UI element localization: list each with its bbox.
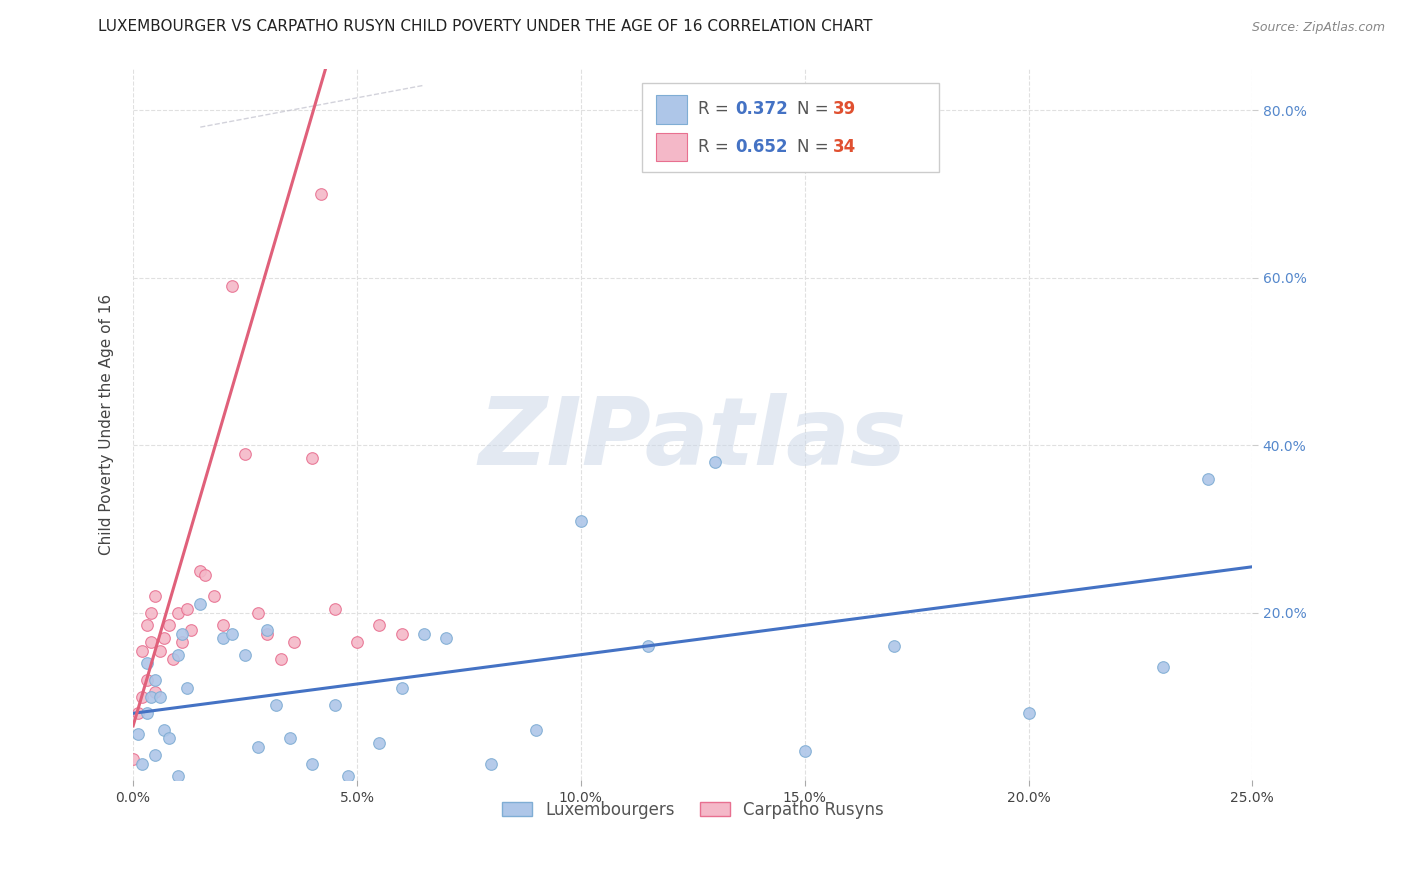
Point xyxy=(1197,472,1219,486)
Point xyxy=(211,618,233,632)
Point xyxy=(301,756,323,771)
Point xyxy=(368,618,391,632)
Point xyxy=(233,447,256,461)
Point xyxy=(524,723,547,737)
Point xyxy=(139,635,162,649)
Point xyxy=(172,635,194,649)
Text: N =: N = xyxy=(797,138,834,156)
Point xyxy=(145,748,167,763)
Point xyxy=(413,626,436,640)
Point xyxy=(131,690,153,704)
Point xyxy=(211,631,233,645)
Point xyxy=(278,731,301,746)
Point xyxy=(793,744,815,758)
Point xyxy=(139,690,162,704)
Point xyxy=(167,769,190,783)
Point xyxy=(569,514,592,528)
Point xyxy=(153,723,176,737)
Point xyxy=(176,681,198,696)
Point xyxy=(368,736,391,750)
Point xyxy=(202,589,225,603)
Text: LUXEMBOURGER VS CARPATHO RUSYN CHILD POVERTY UNDER THE AGE OF 16 CORRELATION CHA: LUXEMBOURGER VS CARPATHO RUSYN CHILD POV… xyxy=(98,20,873,34)
Point xyxy=(153,631,176,645)
Point xyxy=(704,455,727,469)
Point xyxy=(883,640,905,654)
Point xyxy=(131,756,153,771)
Text: 39: 39 xyxy=(832,101,856,119)
Point xyxy=(131,643,153,657)
FancyBboxPatch shape xyxy=(643,83,939,172)
Point xyxy=(188,564,211,578)
Point xyxy=(247,606,270,620)
Point xyxy=(167,648,190,662)
Point xyxy=(145,589,167,603)
Point xyxy=(157,618,180,632)
Point xyxy=(266,698,288,712)
Point xyxy=(637,640,659,654)
Point xyxy=(157,731,180,746)
Text: N =: N = xyxy=(797,101,834,119)
Text: Source: ZipAtlas.com: Source: ZipAtlas.com xyxy=(1251,21,1385,34)
Point xyxy=(145,673,167,687)
Point xyxy=(323,698,346,712)
FancyBboxPatch shape xyxy=(655,133,688,161)
Point xyxy=(1018,706,1040,721)
Point xyxy=(149,643,172,657)
Point xyxy=(122,752,145,766)
Point xyxy=(162,652,184,666)
Point xyxy=(221,279,243,293)
Point xyxy=(221,626,243,640)
Point xyxy=(270,652,292,666)
Point xyxy=(391,681,413,696)
Text: 0.372: 0.372 xyxy=(735,101,787,119)
Point xyxy=(172,626,194,640)
Point xyxy=(135,618,157,632)
Y-axis label: Child Poverty Under the Age of 16: Child Poverty Under the Age of 16 xyxy=(100,293,114,555)
Point xyxy=(479,756,502,771)
Point xyxy=(309,187,332,202)
Text: 34: 34 xyxy=(832,138,856,156)
Point xyxy=(337,769,360,783)
FancyBboxPatch shape xyxy=(655,95,688,124)
Point xyxy=(135,656,157,670)
Point xyxy=(323,601,346,615)
Text: R =: R = xyxy=(699,101,734,119)
Point xyxy=(149,690,172,704)
Point xyxy=(180,623,202,637)
Point xyxy=(1152,660,1174,674)
Point xyxy=(256,623,278,637)
Point xyxy=(391,626,413,640)
Point xyxy=(346,635,368,649)
Point xyxy=(301,450,323,465)
Point xyxy=(145,685,167,699)
Point xyxy=(247,739,270,754)
Point xyxy=(188,598,211,612)
Point xyxy=(233,648,256,662)
Point xyxy=(256,626,278,640)
Point xyxy=(139,606,162,620)
Point xyxy=(127,727,149,741)
Point xyxy=(436,631,458,645)
Text: ZIPatlas: ZIPatlas xyxy=(478,392,907,484)
Point xyxy=(283,635,305,649)
Point xyxy=(127,706,149,721)
Text: 0.652: 0.652 xyxy=(735,138,787,156)
Point xyxy=(194,568,217,582)
Point xyxy=(176,601,198,615)
Legend: Luxembourgers, Carpatho Rusyns: Luxembourgers, Carpatho Rusyns xyxy=(495,794,890,825)
Point xyxy=(167,606,190,620)
Point xyxy=(135,673,157,687)
Point xyxy=(135,706,157,721)
Text: R =: R = xyxy=(699,138,734,156)
